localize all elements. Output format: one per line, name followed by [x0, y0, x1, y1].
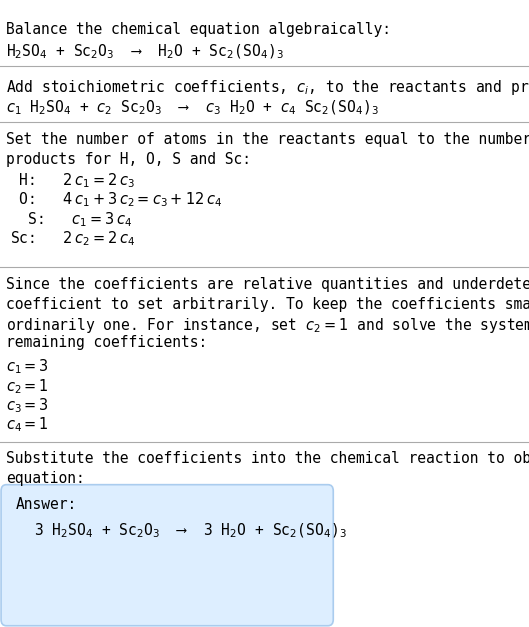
Text: Substitute the coefficients into the chemical reaction to obtain the balanced: Substitute the coefficients into the che… — [6, 451, 529, 466]
Text: $c_3 = 3$: $c_3 = 3$ — [6, 396, 49, 415]
Text: Balance the chemical equation algebraically:: Balance the chemical equation algebraica… — [6, 22, 391, 37]
Text: Sc:   $2\,c_2 = 2\,c_4$: Sc: $2\,c_2 = 2\,c_4$ — [10, 229, 134, 248]
Text: Answer:: Answer: — [16, 497, 77, 512]
Text: ordinarily one. For instance, set $c_2 = 1$ and solve the system of equations fo: ordinarily one. For instance, set $c_2 =… — [6, 316, 529, 335]
Text: S:   $c_1 = 3\,c_4$: S: $c_1 = 3\,c_4$ — [10, 210, 132, 229]
Text: equation:: equation: — [6, 471, 85, 486]
Text: remaining coefficients:: remaining coefficients: — [6, 335, 207, 350]
Text: Set the number of atoms in the reactants equal to the number of atoms in the: Set the number of atoms in the reactants… — [6, 132, 529, 147]
Text: Add stoichiometric coefficients, $c_i$, to the reactants and products:: Add stoichiometric coefficients, $c_i$, … — [6, 78, 529, 97]
Text: coefficient to set arbitrarily. To keep the coefficients small, the arbitrary va: coefficient to set arbitrarily. To keep … — [6, 297, 529, 312]
Text: $c_2 = 1$: $c_2 = 1$ — [6, 377, 49, 396]
Text: H$_2$SO$_4$ + Sc$_2$O$_3$  ⟶  H$_2$O + Sc$_2$(SO$_4$)$_3$: H$_2$SO$_4$ + Sc$_2$O$_3$ ⟶ H$_2$O + Sc$… — [6, 43, 284, 61]
Text: 3 H$_2$SO$_4$ + Sc$_2$O$_3$  ⟶  3 H$_2$O + Sc$_2$(SO$_4$)$_3$: 3 H$_2$SO$_4$ + Sc$_2$O$_3$ ⟶ 3 H$_2$O +… — [34, 522, 348, 540]
Text: $c_4 = 1$: $c_4 = 1$ — [6, 416, 49, 435]
Text: O:   $4\,c_1 + 3\,c_2 = c_3 + 12\,c_4$: O: $4\,c_1 + 3\,c_2 = c_3 + 12\,c_4$ — [10, 191, 222, 209]
Text: H:   $2\,c_1 = 2\,c_3$: H: $2\,c_1 = 2\,c_3$ — [10, 171, 134, 190]
Text: $c_1 = 3$: $c_1 = 3$ — [6, 357, 49, 376]
Text: products for H, O, S and Sc:: products for H, O, S and Sc: — [6, 152, 251, 167]
Text: $c_1$ H$_2$SO$_4$ + $c_2$ Sc$_2$O$_3$  ⟶  $c_3$ H$_2$O + $c_4$ Sc$_2$(SO$_4$)$_3: $c_1$ H$_2$SO$_4$ + $c_2$ Sc$_2$O$_3$ ⟶ … — [6, 98, 379, 117]
Text: Since the coefficients are relative quantities and underdetermined, choose a: Since the coefficients are relative quan… — [6, 277, 529, 292]
